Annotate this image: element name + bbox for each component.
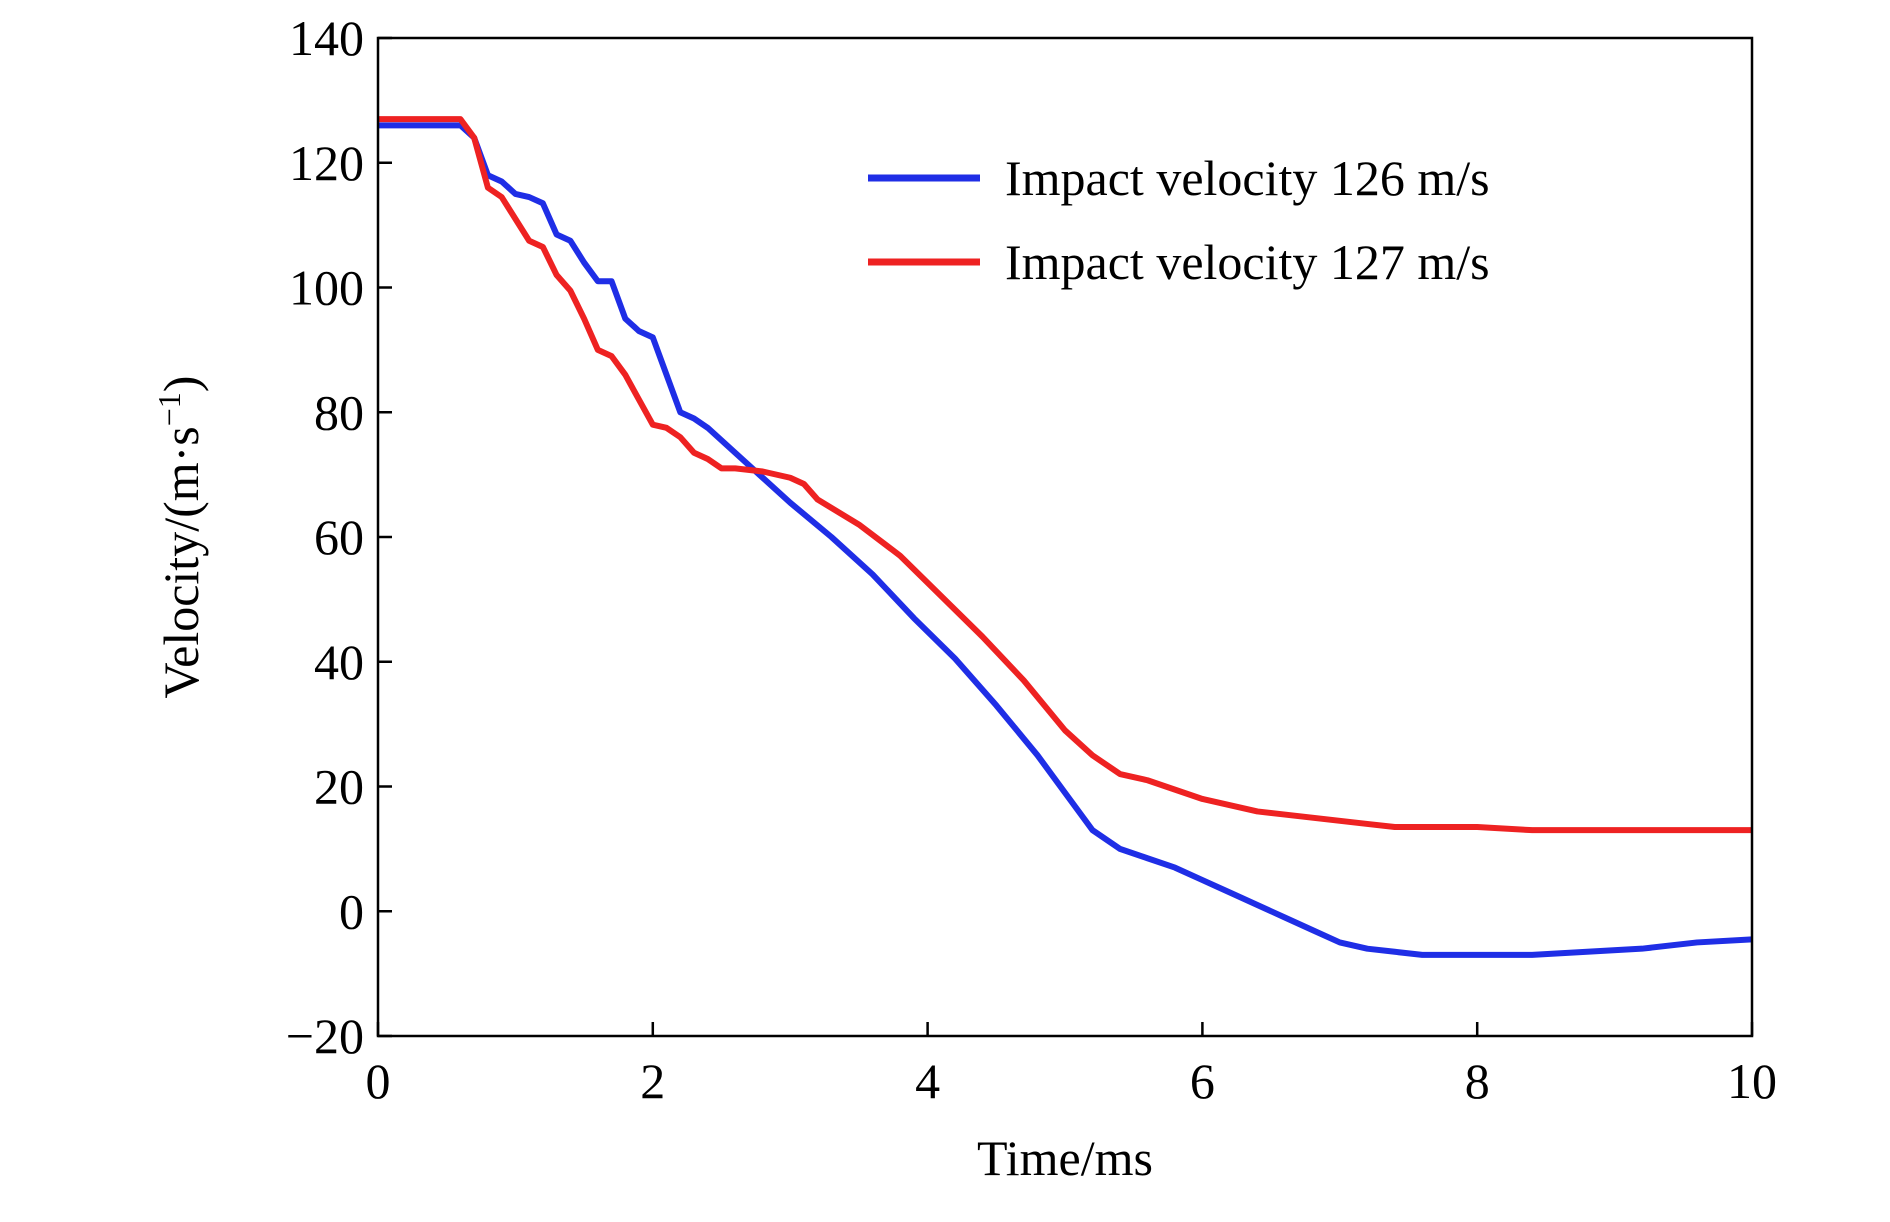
y-tick-label: 100 — [289, 260, 364, 316]
y-axis-label-close: ) — [153, 376, 209, 393]
x-tick-label: 0 — [366, 1053, 391, 1109]
y-tick-label: 20 — [314, 759, 364, 815]
y-axis-label: Velocity/(m·s−1) — [151, 376, 209, 699]
x-tick-label: 10 — [1727, 1053, 1777, 1109]
y-tick-label: 0 — [339, 883, 364, 939]
y-tick-label: 40 — [314, 634, 364, 690]
y-axis-label-main: Velocity/(m·s — [153, 426, 209, 698]
x-tick-label: 6 — [1190, 1053, 1215, 1109]
x-tick-label: 8 — [1465, 1053, 1490, 1109]
x-tick-label: 2 — [640, 1053, 665, 1109]
y-tick-label: 60 — [314, 509, 364, 565]
y-tick-label: 140 — [289, 10, 364, 66]
y-tick-label: −20 — [286, 1008, 364, 1064]
x-tick-label: 4 — [915, 1053, 940, 1109]
y-tick-label: 80 — [314, 384, 364, 440]
y-tick-label: 120 — [289, 135, 364, 191]
y-axis-label-superscript: −1 — [151, 392, 187, 426]
legend: Impact velocity 126 m/s Impact velocity 1… — [868, 150, 1490, 290]
legend-label-1: Impact velocity 126 m/s — [1005, 150, 1490, 206]
series-layer — [378, 116, 1753, 958]
legend-label-2: Impact velocity 127 m/s — [1005, 234, 1490, 290]
x-axis-label: Time/ms — [977, 1130, 1153, 1186]
series-line-2 — [378, 116, 1752, 834]
series-line-1 — [378, 122, 1753, 958]
